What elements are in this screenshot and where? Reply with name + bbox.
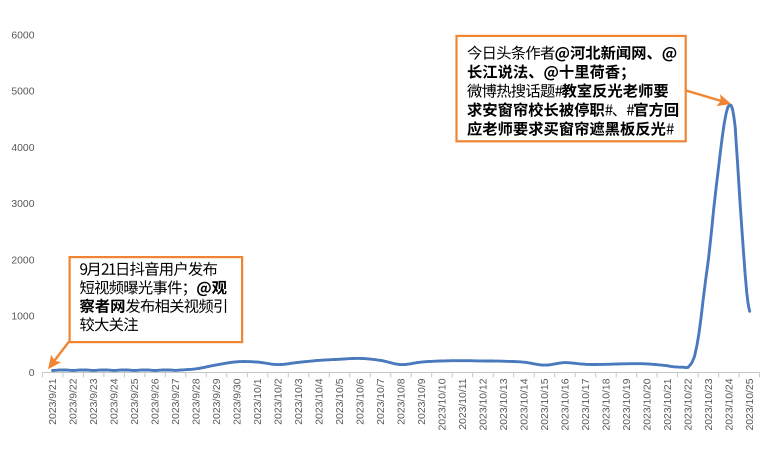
svg-text:2023/10/8: 2023/10/8: [397, 378, 408, 424]
svg-text:2023/9/22: 2023/9/22: [69, 378, 80, 424]
svg-text:2023/10/2: 2023/10/2: [274, 378, 285, 424]
svg-text:2023/9/30: 2023/9/30: [233, 378, 244, 424]
svg-text:2023/10/9: 2023/10/9: [417, 378, 428, 424]
svg-text:2023/10/1: 2023/10/1: [253, 378, 264, 424]
svg-text:2023/10/17: 2023/10/17: [581, 378, 592, 430]
svg-text:5000: 5000: [11, 87, 34, 98]
svg-text:2023/10/20: 2023/10/20: [643, 378, 654, 430]
svg-text:2023/10/24: 2023/10/24: [725, 378, 736, 430]
svg-text:2023/10/3: 2023/10/3: [294, 378, 305, 424]
svg-text:2023/10/16: 2023/10/16: [561, 378, 572, 430]
svg-text:2000: 2000: [11, 256, 34, 267]
svg-text:2023/10/19: 2023/10/19: [622, 378, 633, 430]
svg-text:2023/10/5: 2023/10/5: [335, 378, 346, 424]
svg-text:2023/10/22: 2023/10/22: [684, 378, 695, 430]
svg-text:6000: 6000: [11, 30, 34, 41]
svg-text:2023/10/6: 2023/10/6: [356, 378, 367, 424]
svg-text:2023/9/25: 2023/9/25: [130, 378, 141, 424]
svg-text:2023/9/29: 2023/9/29: [212, 378, 223, 424]
svg-text:2023/10/11: 2023/10/11: [458, 378, 469, 429]
svg-text:2023/10/13: 2023/10/13: [499, 378, 510, 430]
svg-text:2023/10/15: 2023/10/15: [540, 378, 551, 430]
svg-text:2023/9/21: 2023/9/21: [48, 378, 59, 424]
svg-text:2023/10/7: 2023/10/7: [376, 378, 387, 424]
svg-text:2023/10/18: 2023/10/18: [602, 378, 613, 430]
svg-text:2023/9/24: 2023/9/24: [110, 378, 121, 424]
svg-text:4000: 4000: [11, 143, 34, 154]
svg-text:2023/9/27: 2023/9/27: [171, 378, 182, 424]
svg-text:1000: 1000: [11, 312, 34, 323]
svg-text:2023/10/12: 2023/10/12: [479, 378, 490, 430]
svg-text:2023/10/23: 2023/10/23: [704, 378, 715, 430]
svg-text:2023/9/26: 2023/9/26: [151, 378, 162, 424]
svg-text:2023/9/28: 2023/9/28: [192, 378, 203, 424]
svg-text:2023/10/21: 2023/10/21: [663, 378, 674, 430]
svg-text:3000: 3000: [11, 199, 34, 210]
svg-text:0: 0: [29, 368, 35, 379]
svg-text:2023/10/14: 2023/10/14: [520, 378, 531, 430]
svg-text:2023/9/23: 2023/9/23: [89, 378, 100, 424]
svg-text:2023/10/10: 2023/10/10: [438, 378, 449, 430]
svg-text:2023/10/25: 2023/10/25: [745, 378, 756, 430]
svg-text:2023/10/4: 2023/10/4: [315, 378, 326, 424]
